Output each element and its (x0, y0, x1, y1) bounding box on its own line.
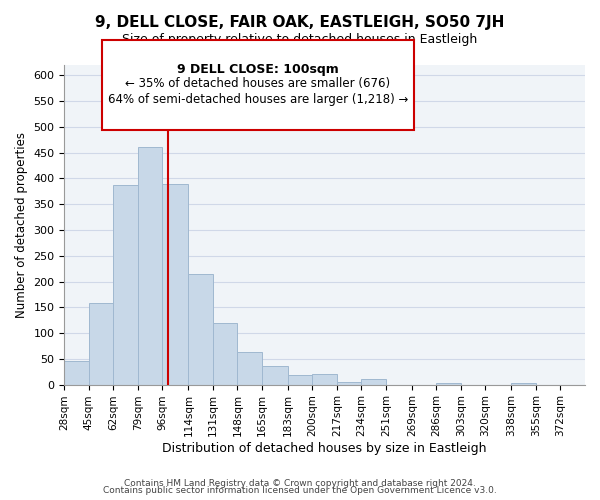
Bar (188, 274, 213, 384)
Bar (262, 366, 288, 384)
Text: 9 DELL CLOSE: 100sqm: 9 DELL CLOSE: 100sqm (177, 62, 339, 76)
Text: 9, DELL CLOSE, FAIR OAK, EASTLEIGH, SO50 7JH: 9, DELL CLOSE, FAIR OAK, EASTLEIGH, SO50… (95, 15, 505, 30)
Bar (436, 383, 461, 384)
Text: Contains HM Land Registry data © Crown copyright and database right 2024.: Contains HM Land Registry data © Crown c… (124, 478, 476, 488)
Text: Size of property relative to detached houses in Eastleigh: Size of property relative to detached ho… (122, 32, 478, 46)
Text: ← 35% of detached houses are smaller (676): ← 35% of detached houses are smaller (67… (125, 78, 391, 90)
Bar (511, 383, 536, 384)
Bar (238, 352, 262, 384)
Text: 64% of semi-detached houses are larger (1,218) →: 64% of semi-detached houses are larger (… (108, 92, 408, 106)
Bar (163, 184, 188, 384)
Bar (337, 382, 361, 384)
Bar (113, 184, 138, 384)
Bar (313, 374, 337, 384)
Bar (288, 376, 313, 384)
Y-axis label: Number of detached properties: Number of detached properties (15, 132, 28, 318)
Bar (64, 362, 89, 384)
Text: Contains public sector information licensed under the Open Government Licence v3: Contains public sector information licen… (103, 486, 497, 495)
X-axis label: Distribution of detached houses by size in Eastleigh: Distribution of detached houses by size … (163, 442, 487, 455)
Bar (213, 322, 238, 384)
Bar (89, 303, 113, 384)
Bar (138, 148, 163, 384)
Bar (361, 380, 386, 384)
